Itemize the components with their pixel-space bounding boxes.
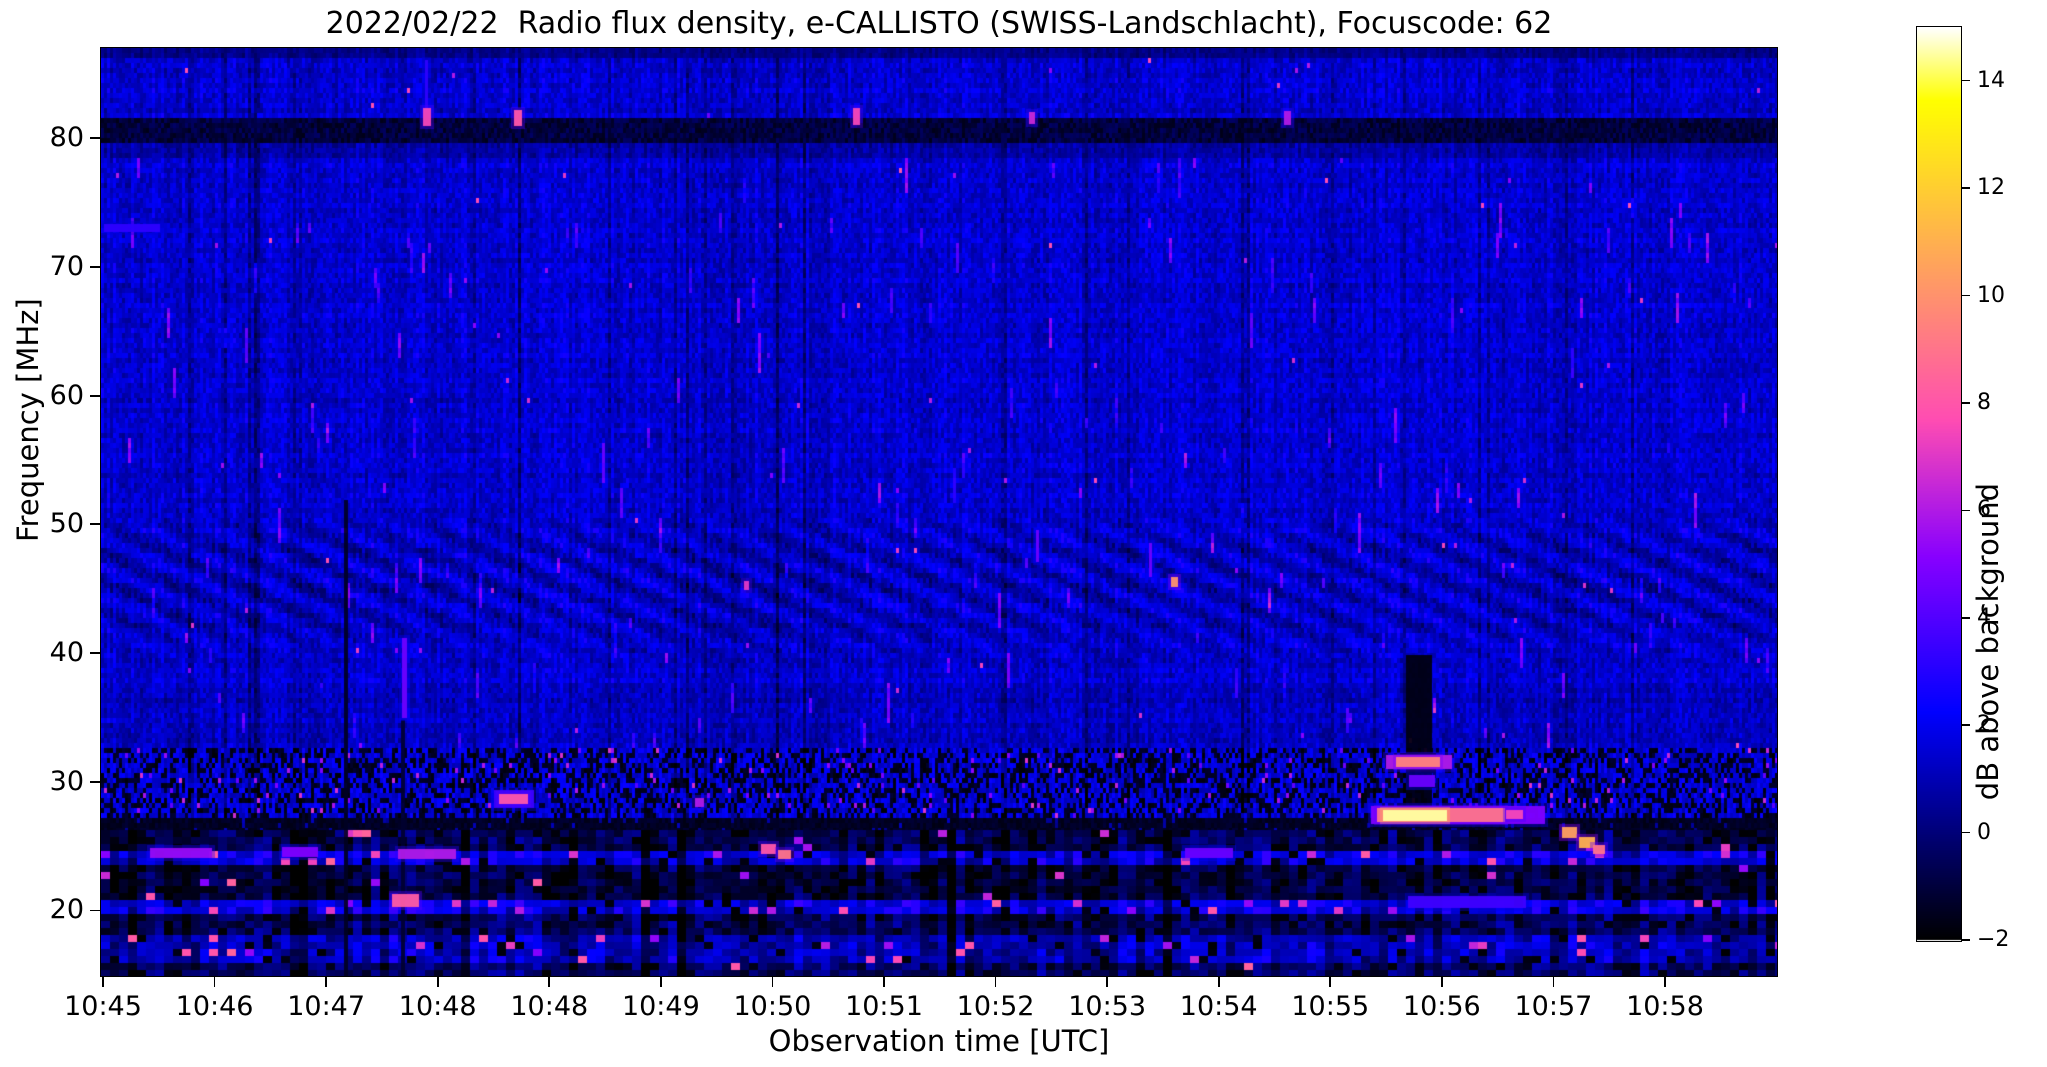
x-tick-label: 10:52 [956,991,1035,1022]
y-tickmark [90,780,101,783]
y-tick-label: 40 [49,636,84,668]
y-tick-label: 30 [49,765,84,797]
x-tickmark [1217,976,1220,987]
x-tickmark [1664,976,1666,987]
x-tick-label: 10:57 [1514,991,1593,1022]
colorbar-tickmark [1961,831,1970,834]
x-tick-label: 10:48 [510,991,589,1022]
colorbar-tick-label: 10 [1977,282,2005,308]
x-tick-label: 10:46 [175,991,254,1022]
colorbar-tickmark [1961,402,1970,404]
x-tickmark [1329,976,1332,987]
colorbar-tickmark [1961,187,1970,189]
x-tickmark [102,976,104,987]
colorbar-tickmark [1961,939,1970,941]
x-tickmark [1552,976,1555,987]
x-tick-label: 10:55 [1291,991,1370,1022]
colorbar-tickmark [1961,294,1970,297]
x-tick-label: 10:48 [398,991,477,1022]
y-tickmark [90,266,101,268]
x-tickmark [325,976,328,987]
x-tickmark [771,976,774,987]
x-axis-label: Observation time [UTC] [768,1024,1110,1058]
colorbar-tickmark [1961,616,1970,619]
colorbar-label: dB above background [1971,483,2005,801]
x-tick-label: 10:49 [621,991,700,1022]
x-tick-label: 10:51 [845,991,923,1022]
colorbar-tickmark [1961,724,1970,726]
colorbar-tick-label: 12 [1977,175,2005,201]
colorbar-tick-label: −2 [1977,927,2010,952]
colorbar-tick-label: 14 [1977,67,2005,93]
x-tickmark [659,976,662,987]
y-tickmark [90,909,101,912]
y-tick-label: 60 [49,379,84,411]
x-tick-label: 10:53 [1068,991,1147,1022]
x-tick-label: 10:58 [1626,991,1704,1022]
colorbar-tick-label: 8 [1977,389,1991,415]
colorbar-tickmark [1961,509,1970,512]
y-tick-label: 50 [49,508,84,540]
chart-title: 2022/02/22 Radio flux density, e-CALLIST… [325,6,1553,41]
colorbar-tick-label: 2 [1977,712,1991,738]
y-tick-label: 70 [49,250,84,282]
colorbar-gradient [1917,27,1961,941]
y-tickmark [90,523,101,526]
x-tickmark [548,976,551,987]
x-tickmark [883,976,885,987]
x-tickmark [1440,976,1443,987]
colorbar [1916,26,1962,942]
y-tickmark [90,394,101,397]
y-tick-label: 80 [49,122,84,154]
colorbar-tick-label: 6 [1977,497,1991,523]
x-tick-label: 10:54 [1179,991,1258,1022]
x-tickmark [436,976,439,987]
colorbar-tick-label: 4 [1977,604,1991,630]
x-tick-label: 10:47 [287,991,366,1022]
y-tickmark [90,652,101,654]
y-tick-label: 20 [49,894,84,926]
spectrogram-heatmap [101,48,1777,976]
x-tick-label: 10:56 [1402,991,1481,1022]
colorbar-tick-label: 0 [1977,819,1991,845]
x-tickmark [994,976,997,987]
colorbar-tickmark [1961,79,1970,82]
x-tick-label: 10:45 [64,991,142,1022]
x-tick-label: 10:50 [733,991,812,1022]
y-tickmark [90,137,101,140]
x-tickmark [1106,976,1109,987]
plot-area [100,47,1778,977]
x-tickmark [213,976,216,987]
